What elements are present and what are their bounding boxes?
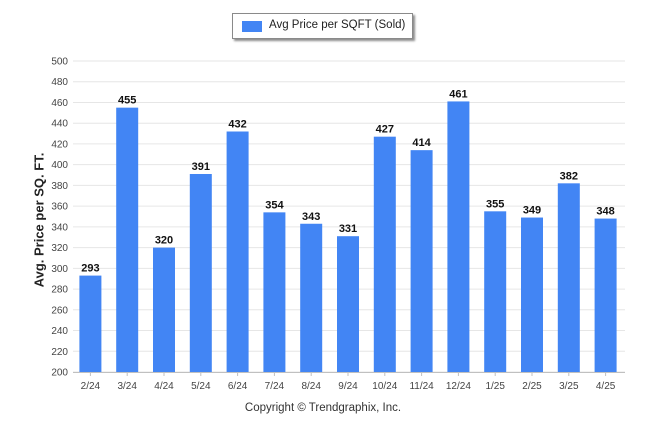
data-label: 427: [376, 124, 394, 136]
copyright-text: Copyright © Trendgraphix, Inc.: [244, 402, 402, 414]
y-tick-label: 300: [51, 264, 68, 275]
x-tick-label: 4/24: [154, 381, 174, 392]
data-label: 348: [596, 206, 614, 218]
y-tick-label: 360: [51, 202, 68, 213]
y-tick-label: 440: [51, 119, 68, 130]
x-tick-label: 12/24: [446, 381, 471, 392]
bar: [594, 218, 617, 372]
data-label: 349: [523, 205, 541, 217]
x-tick-label: 3/25: [559, 381, 579, 392]
bar: [300, 223, 323, 372]
data-label: 320: [155, 235, 173, 247]
y-tick-label: 380: [51, 181, 68, 192]
x-tick-label: 6/24: [228, 381, 248, 392]
y-tick-label: 280: [51, 285, 68, 296]
bar: [373, 136, 396, 372]
y-tick-label: 220: [51, 347, 68, 358]
x-axis-ticks: 2/24 3/24 4/24 5/24 6/24 7/24 8/24 9/24 10/24 11/…: [81, 372, 616, 392]
bar: [557, 183, 580, 372]
bar: [189, 173, 212, 372]
data-label: 382: [560, 170, 578, 182]
legend-label: Avg Price per SQFT (Sold): [269, 19, 406, 31]
data-label: 414: [412, 137, 431, 149]
bar: [447, 101, 470, 373]
data-label: 432: [228, 118, 246, 130]
bars: [79, 101, 617, 373]
bar: [521, 217, 543, 372]
y-tick-label: 320: [51, 243, 68, 254]
data-label: 331: [339, 223, 357, 235]
data-label: 293: [81, 263, 99, 275]
bar: [484, 211, 507, 372]
bar: [263, 212, 286, 372]
y-axis-title: Avg. Price per SQ. FT.: [31, 152, 47, 288]
x-tick-label: 4/25: [596, 381, 616, 392]
bar: [410, 150, 433, 372]
x-tick-label: 10/24: [372, 381, 397, 392]
data-label: 355: [486, 198, 504, 210]
y-axis-ticks: 200 220 240 260 280 300 320 340 360 380 400 420 440 4…: [51, 57, 68, 379]
data-label: 455: [118, 95, 136, 107]
x-tick-label: 3/24: [117, 381, 137, 392]
data-label: 461: [449, 88, 467, 100]
y-tick-label: 460: [51, 98, 68, 109]
data-label: 391: [192, 161, 210, 173]
y-tick-label: 420: [51, 139, 68, 150]
y-tick-label: 340: [51, 222, 68, 233]
data-labels: 293 455 320 391 432 354 343 331 427 414 461 355 349 3…: [81, 88, 615, 274]
y-tick-label: 200: [51, 368, 68, 379]
legend: Avg Price per SQFT (Sold): [232, 13, 413, 39]
x-tick-label: 2/24: [81, 381, 101, 392]
x-tick-label: 5/24: [191, 381, 211, 392]
y-tick-label: 480: [51, 77, 68, 88]
y-tick-label: 400: [51, 160, 68, 171]
x-tick-label: 2/25: [522, 381, 542, 392]
y-tick-label: 260: [51, 305, 68, 316]
x-tick-label: 11/24: [409, 381, 434, 392]
legend-swatch: [242, 21, 262, 32]
x-tick-label: 7/24: [265, 381, 285, 392]
data-label: 354: [265, 199, 284, 211]
bar: [226, 131, 249, 372]
bar: [116, 107, 139, 373]
x-tick-label: 9/24: [338, 381, 358, 392]
x-tick-label: 8/24: [301, 381, 321, 392]
bar: [153, 247, 175, 372]
bar: [337, 236, 359, 372]
y-tick-label: 500: [51, 57, 68, 68]
data-label: 343: [302, 211, 320, 223]
x-tick-label: 1/25: [485, 381, 505, 392]
bar: [79, 275, 102, 372]
y-tick-label: 240: [51, 326, 68, 337]
